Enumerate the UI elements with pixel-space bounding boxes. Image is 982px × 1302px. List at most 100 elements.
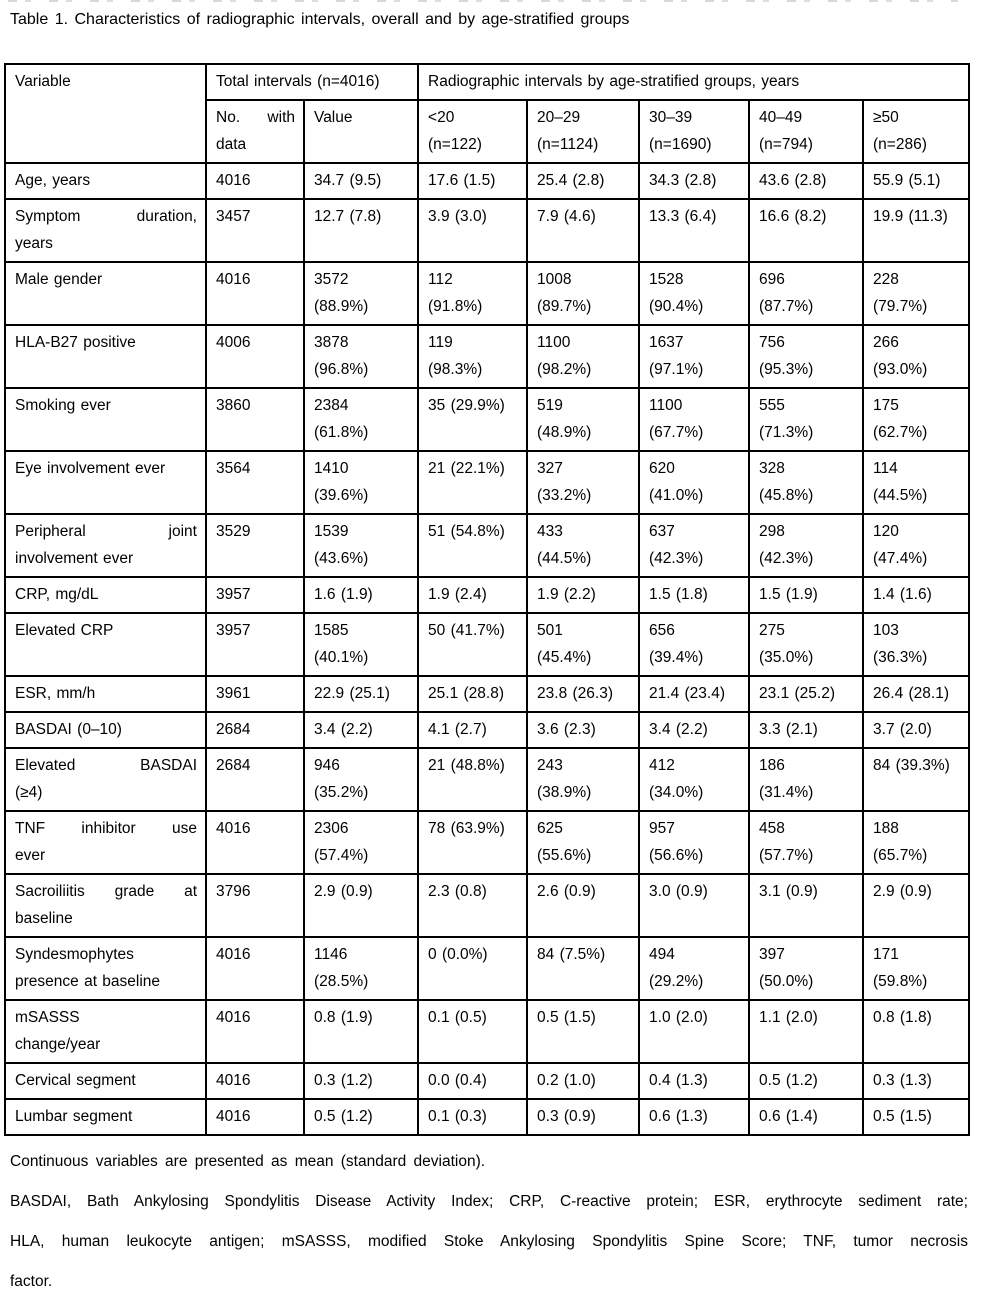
value-cell: 119 (98.3%) [417, 324, 529, 389]
cell-line: 50 (41.7%) [428, 622, 505, 639]
cell-line: 957 [649, 820, 675, 837]
cell-line: BASDAI (0–10) [15, 721, 122, 738]
variable-cell: Elevated BASDAI (≥4) [4, 747, 207, 812]
footnote-abbreviations-line: factor. [10, 1273, 53, 1290]
value-cell: 0.5 (1.5) [862, 1098, 971, 1136]
cell-line: 397 [759, 946, 785, 963]
table-row: Elevated BASDAI (≥4) 2684 946 (35.2%) 21 (48.… [4, 747, 971, 812]
cell-line: 0.3 (1.2) [314, 1072, 373, 1089]
cell-line: (57.4%) [314, 847, 369, 864]
variable-cell: Peripheral joint involvement ever [4, 513, 207, 578]
value-cell: 620 (41.0%) [638, 450, 751, 515]
cell-line: 13.3 (6.4) [649, 208, 717, 225]
value-cell: 12.7 (7.8) [302, 198, 420, 263]
cell-line: (≥4) [15, 784, 43, 801]
variable-cell: Syndesmophytes presence at baseline [4, 936, 207, 1001]
cell-line: 1.5 (1.9) [759, 586, 818, 603]
cell-line: (42.3%) [759, 550, 814, 567]
value-cell: 266 (93.0%) [862, 324, 971, 389]
cell-line: 4016 [216, 172, 251, 189]
variable-cell: ESR, mm/h [4, 675, 207, 713]
cell-line: 4016 [216, 1108, 251, 1125]
cell-line: years [15, 235, 53, 252]
cell-line: (n=794) [759, 136, 813, 153]
value-cell: 0.5 (1.2) [748, 1062, 865, 1100]
value-cell: 7.9 (4.6) [526, 198, 641, 263]
value-cell: 25.1 (28.8) [417, 675, 529, 713]
cell-line: 0 (0.0%) [428, 946, 488, 963]
value-cell: 188 (65.7%) [862, 810, 971, 875]
value-cell: 298 (42.3%) [748, 513, 865, 578]
value-cell: 34.7 (9.5) [302, 162, 420, 200]
value-cell: 1.6 (1.9) [302, 576, 420, 614]
value-cell: 243 (38.9%) [526, 747, 641, 812]
cell-line: 1585 [314, 622, 349, 639]
subheader-cell: Value [302, 99, 420, 164]
cell-line: 1.5 (1.8) [649, 586, 708, 603]
cell-line: 2384 [314, 397, 349, 414]
cell-line: 17.6 (1.5) [428, 172, 496, 189]
cell-line: 494 [649, 946, 675, 963]
cell-line: 0.2 (1.0) [537, 1072, 596, 1089]
cell-line: 2.3 (0.8) [428, 883, 487, 900]
cell-line: (59.8%) [873, 973, 928, 990]
value-cell: 0.1 (0.5) [417, 999, 529, 1064]
value-cell: 0.3 (1.3) [862, 1062, 971, 1100]
table-row: CRP, mg/dL 3957 1.6 (1.9) 1.9 (2.4) 1.9 (2.2… [4, 576, 971, 614]
cell-line: (57.7%) [759, 847, 814, 864]
cell-line: HLA-B27 positive [15, 334, 136, 351]
table-row: Peripheral joint involvement ever 3529 1539… [4, 513, 971, 578]
cell-line: 4016 [216, 946, 251, 963]
cell-line: (39.4%) [649, 649, 704, 666]
table-body: Age, years 4016 34.7 (9.5) 17.6 (1.5) 25.4 (… [4, 162, 971, 1136]
cell-line: 433 [537, 523, 563, 540]
cell-line: 1.9 (2.4) [428, 586, 487, 603]
cell-line: 3.0 (0.9) [649, 883, 708, 900]
cell-line: 3.1 (0.9) [759, 883, 818, 900]
cell-line: 30–39 [649, 109, 693, 126]
cell-line: 4.1 (2.7) [428, 721, 487, 738]
value-cell: 3961 [205, 675, 305, 713]
value-cell: 4016 [205, 1062, 305, 1100]
cell-line: (45.8%) [759, 487, 814, 504]
cell-line: 4016 [216, 271, 251, 288]
cell-line: 171 [873, 946, 899, 963]
table-row: Smoking ever 3860 2384 (61.8%) 35 (29.9%) 519… [4, 387, 971, 452]
cell-line: 2684 [216, 757, 251, 774]
variable-cell: Smoking ever [4, 387, 207, 452]
value-cell: 84 (39.3%) [862, 747, 971, 812]
cell-line: 555 [759, 397, 785, 414]
variable-cell: Symptom duration, years [4, 198, 207, 263]
value-cell: 555 (71.3%) [748, 387, 865, 452]
value-cell: 397 (50.0%) [748, 936, 865, 1001]
value-cell: 696 (87.7%) [748, 261, 865, 326]
value-cell: 114 (44.5%) [862, 450, 971, 515]
cell-line: 0.8 (1.9) [314, 1009, 373, 1026]
value-cell: 3878 (96.8%) [302, 324, 420, 389]
cell-line: Age, years [15, 172, 91, 189]
cell-line: 0.3 (0.9) [537, 1108, 596, 1125]
cell-line: CRP, mg/dL [15, 586, 99, 603]
table-row: mSASSS change/year 4016 0.8 (1.9) 0.1 (0.5) 0… [4, 999, 971, 1064]
cell-line: (87.7%) [759, 298, 814, 315]
value-cell: 0.6 (1.4) [748, 1098, 865, 1136]
cell-line: 4016 [216, 820, 251, 837]
cell-line: 2306 [314, 820, 349, 837]
value-cell: 175 (62.7%) [862, 387, 971, 452]
cell-line: Elevated CRP [15, 622, 114, 639]
cell-line: 519 [537, 397, 563, 414]
cell-line: (95.3%) [759, 361, 814, 378]
table-header: Variable Total intervals (n=4016) Radiog… [4, 63, 971, 164]
value-cell: 84 (7.5%) [526, 936, 641, 1001]
value-cell: 1.1 (2.0) [748, 999, 865, 1064]
value-cell: 1100 (98.2%) [526, 324, 641, 389]
cell-line: No. with [216, 109, 295, 126]
variable-cell: CRP, mg/dL [4, 576, 207, 614]
cell-line: 19.9 (11.3) [873, 208, 948, 225]
cell-line: 637 [649, 523, 675, 540]
table-subheader-row: No. with data Value <20 (n=122) 20–29 (n=1124)… [5, 99, 971, 164]
cell-line: (71.3%) [759, 424, 814, 441]
table-row: Eye involvement ever 3564 1410 (39.6%) 21 (2… [4, 450, 971, 515]
value-cell: 3564 [205, 450, 305, 515]
variable-cell: Male gender [4, 261, 207, 326]
